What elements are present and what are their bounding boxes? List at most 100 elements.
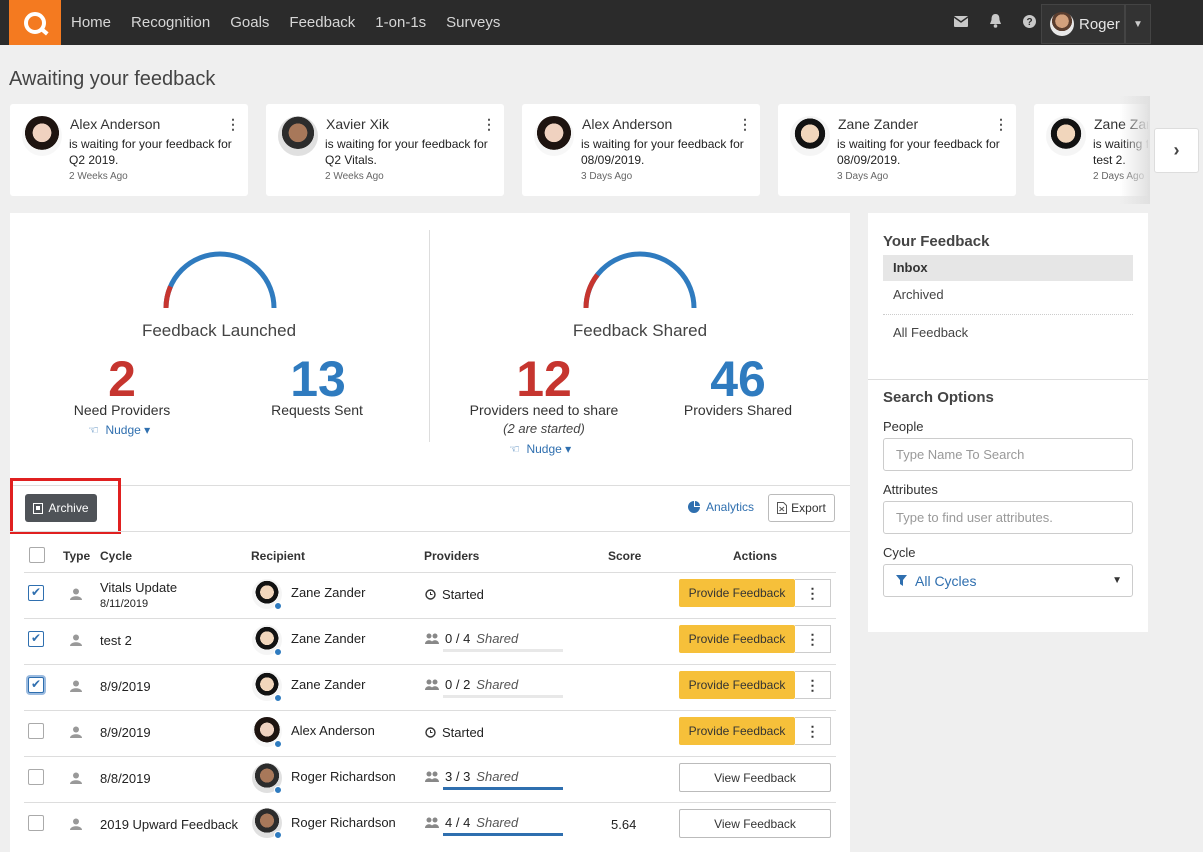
search-options-heading: Search Options bbox=[883, 389, 994, 406]
table-row[interactable]: 8/9/2019 Zane Zander 0 / 2 Shared Provid… bbox=[24, 664, 836, 710]
providers-count: 0 / 2 bbox=[445, 677, 471, 692]
caret-down-icon: ▾ bbox=[144, 423, 151, 437]
row-checkbox[interactable] bbox=[28, 815, 44, 831]
table-row[interactable]: 8/9/2019 Alex Anderson Started Provide F… bbox=[24, 710, 836, 756]
more-options-icon[interactable]: ⋮ bbox=[226, 116, 240, 132]
export-button[interactable]: Export bbox=[768, 494, 835, 522]
shared-title: Feedback Shared bbox=[572, 321, 708, 340]
next-cards-button[interactable]: › bbox=[1154, 128, 1199, 173]
row-checkbox[interactable] bbox=[28, 631, 44, 647]
providers-status: 3 / 3 Shared bbox=[425, 769, 518, 784]
provide-feedback-button[interactable]: Provide Feedback bbox=[679, 671, 795, 699]
group-icon bbox=[425, 771, 439, 782]
recipient-name: Zane Zander bbox=[291, 585, 366, 600]
archive-button[interactable]: Archive bbox=[25, 494, 97, 522]
person-icon bbox=[70, 588, 82, 600]
awaiting-card[interactable]: Alex Anderson is waiting for your feedba… bbox=[522, 104, 760, 196]
user-menu-caret-icon[interactable]: ▼ bbox=[1125, 4, 1151, 44]
avatar bbox=[278, 116, 318, 156]
avatar bbox=[1046, 116, 1086, 156]
more-options-icon: ⋮ bbox=[805, 630, 820, 647]
card-time: 2 Weeks Ago bbox=[69, 171, 128, 182]
analytics-link[interactable]: Analytics bbox=[688, 500, 754, 514]
chevron-right-icon: › bbox=[1173, 140, 1180, 160]
envelope-icon[interactable] bbox=[944, 15, 978, 30]
app-logo[interactable] bbox=[9, 0, 61, 45]
providers-text: Started bbox=[442, 587, 484, 602]
pointing-hand-icon: ☜ bbox=[88, 423, 99, 437]
export-label: Export bbox=[791, 501, 826, 515]
more-options-button[interactable]: ⋮ bbox=[795, 625, 831, 653]
table-row[interactable]: test 2 Zane Zander 0 / 4 Shared Provide … bbox=[24, 618, 836, 664]
more-options-button[interactable]: ⋮ bbox=[795, 579, 831, 607]
sidebar-item-all-feedback[interactable]: All Feedback bbox=[893, 325, 969, 340]
view-feedback-button[interactable]: View Feedback bbox=[679, 763, 831, 792]
provide-feedback-button[interactable]: Provide Feedback bbox=[679, 717, 795, 745]
nav-1-on-1s[interactable]: 1-on-1s bbox=[375, 14, 427, 31]
status-dot bbox=[274, 786, 282, 794]
nav-recognition[interactable]: Recognition bbox=[131, 14, 211, 31]
recipient-name: Alex Anderson bbox=[291, 723, 375, 738]
user-name: Roger bbox=[1079, 15, 1120, 33]
row-checkbox[interactable] bbox=[28, 723, 44, 739]
table-row[interactable]: Vitals Update 8/11/2019 Zane Zander Star… bbox=[24, 572, 836, 618]
row-checkbox[interactable] bbox=[28, 769, 44, 785]
bell-icon[interactable] bbox=[978, 14, 1012, 31]
nav-feedback[interactable]: Feedback bbox=[289, 14, 356, 31]
pointing-hand-icon: ☜ bbox=[509, 442, 520, 456]
view-feedback-button[interactable]: View Feedback bbox=[679, 809, 831, 838]
card-time: 2 Days Ago bbox=[1093, 171, 1145, 182]
export-file-icon bbox=[777, 502, 788, 514]
providers-count: 3 / 3 bbox=[445, 769, 471, 784]
card-message: is waiting for your feedback for 08/09/2… bbox=[581, 137, 744, 167]
cycle-select[interactable]: All Cycles ▼ bbox=[883, 564, 1133, 597]
cycle-date: 8/11/2019 bbox=[100, 598, 149, 610]
more-options-icon[interactable]: ⋮ bbox=[994, 116, 1008, 132]
cycle-name: 8/9/2019 bbox=[100, 679, 151, 694]
attributes-search-input[interactable]: Type to find user attributes. bbox=[883, 501, 1133, 534]
more-options-icon[interactable]: ⋮ bbox=[738, 116, 752, 132]
more-options-button[interactable]: ⋮ bbox=[795, 717, 831, 745]
cycle-name: Vitals Update bbox=[100, 580, 178, 595]
card-name: Xavier Xik bbox=[326, 116, 390, 132]
status-dot bbox=[274, 740, 282, 748]
avatar bbox=[534, 116, 574, 156]
nav-home[interactable]: Home bbox=[71, 14, 112, 31]
need-share-label: Providers need to share bbox=[469, 402, 619, 418]
more-options-button[interactable]: ⋮ bbox=[795, 671, 831, 699]
card-message: is waiting for your feedback for 08/09/2… bbox=[837, 137, 1000, 167]
row-checkbox[interactable] bbox=[28, 585, 44, 601]
people-search-input[interactable]: Type Name To Search bbox=[883, 438, 1133, 471]
more-options-icon[interactable]: ⋮ bbox=[482, 116, 496, 132]
nudge-dropdown[interactable]: ☜ Nudge ▾ bbox=[88, 423, 150, 437]
launched-title: Feedback Launched bbox=[141, 321, 297, 340]
table-row[interactable]: 8/8/2019 Roger Richardson 3 / 3 Shared V… bbox=[24, 756, 836, 802]
nav-surveys[interactable]: Surveys bbox=[446, 14, 501, 31]
card-time: 3 Days Ago bbox=[837, 171, 889, 182]
shared-label: Shared bbox=[476, 631, 519, 646]
providers-count: 0 / 4 bbox=[445, 631, 471, 646]
avatar bbox=[22, 116, 62, 156]
user-menu[interactable]: Roger bbox=[1041, 4, 1125, 44]
providers-shared-count: 46 bbox=[710, 351, 766, 407]
table-row[interactable]: 2019 Upward Feedback Roger Richardson 4 … bbox=[24, 802, 836, 848]
sidebar-item-inbox[interactable]: Inbox bbox=[883, 255, 1133, 281]
awaiting-card[interactable]: Xavier Xik is waiting for your feedback … bbox=[266, 104, 504, 196]
help-icon[interactable]: ? bbox=[1012, 14, 1046, 31]
provide-feedback-button[interactable]: Provide Feedback bbox=[679, 579, 795, 607]
row-checkbox[interactable] bbox=[28, 677, 44, 693]
provide-feedback-button[interactable]: Provide Feedback bbox=[679, 625, 795, 653]
divider bbox=[883, 314, 1133, 315]
gauge-red-segment bbox=[583, 273, 600, 309]
awaiting-card[interactable]: Alex Anderson is waiting for your feedba… bbox=[10, 104, 248, 196]
card-time: 2 Weeks Ago bbox=[325, 171, 384, 182]
select-all-checkbox[interactable] bbox=[29, 547, 45, 563]
shared-label: Shared bbox=[476, 815, 519, 830]
awaiting-card[interactable]: Zane Zander is waiting for your feedback… bbox=[778, 104, 1016, 196]
sidebar-item-archived[interactable]: Archived bbox=[893, 287, 944, 302]
started-note: (2 are started) bbox=[503, 421, 585, 436]
nav-goals[interactable]: Goals bbox=[230, 14, 270, 31]
pie-chart-icon bbox=[688, 501, 700, 513]
gauge-red-segment bbox=[163, 285, 173, 309]
nudge-dropdown[interactable]: ☜ Nudge ▾ bbox=[509, 442, 571, 456]
